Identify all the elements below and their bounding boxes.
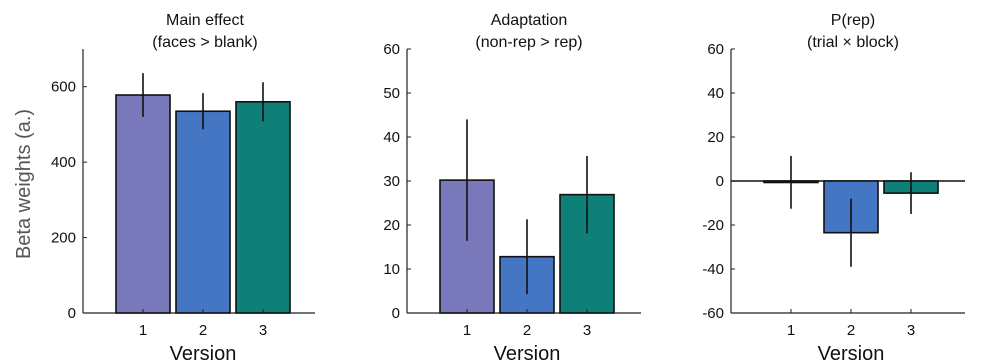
- bar-1: [115, 94, 171, 314]
- panel-2: 0 10 20 30 40 50 60 1 2 3 Version Adaptation (non-re…: [383, 12, 641, 364]
- x-tick-label-2: 2: [199, 322, 207, 339]
- y-tick-label: 400: [51, 154, 76, 171]
- y-tick-label: 30: [383, 173, 400, 190]
- x-tick-label-3: 3: [259, 322, 267, 339]
- y-tick-label: 0: [68, 305, 76, 322]
- x-axis-label: Version: [494, 343, 561, 364]
- y-tick-label: 20: [383, 217, 400, 234]
- bar-2: [175, 110, 231, 314]
- y-tick-label: 600: [51, 79, 76, 96]
- panel-title: Main effect: [166, 12, 245, 29]
- panel-1: 0 200 400 600 1 2 3 Version Main effect (faces > …: [51, 12, 315, 364]
- y-tick-label: 10: [383, 261, 400, 278]
- panel-3: -60 -40 -20 0 20 40 60 1 2 3 Version P(rep) (trial ×…: [702, 12, 965, 364]
- y-tick-label: 50: [383, 85, 400, 102]
- x-axis-label: Version: [170, 343, 237, 364]
- x-tick-label-1: 1: [139, 322, 147, 339]
- y-tick-label: 200: [51, 230, 76, 247]
- bar-3: [235, 101, 291, 314]
- y-tick-label: -20: [702, 217, 724, 234]
- x-tick-label-1: 1: [787, 322, 795, 339]
- x-tick-label-3: 3: [583, 322, 591, 339]
- y-tick-label: 60: [707, 41, 724, 58]
- panel-title: P(rep): [831, 12, 875, 29]
- x-tick-label-2: 2: [847, 322, 855, 339]
- y-tick-label: 20: [707, 129, 724, 146]
- y-tick-label: 0: [716, 173, 724, 190]
- y-tick-label: -40: [702, 261, 724, 278]
- panel-subtitle: (trial × block): [807, 34, 899, 51]
- x-axis-label: Version: [818, 343, 885, 364]
- panel-subtitle: (faces > blank): [152, 34, 257, 51]
- y-tick-label: 60: [383, 41, 400, 58]
- x-tick-label-1: 1: [463, 322, 471, 339]
- y-tick-label: 40: [707, 85, 724, 102]
- y-tick-label: -60: [702, 305, 724, 322]
- panel-title: Adaptation: [491, 12, 568, 29]
- y-tick-label: 40: [383, 129, 400, 146]
- y-axis-label: Beta weights (a.): [13, 109, 35, 259]
- panel-subtitle: (non-rep > rep): [475, 34, 582, 51]
- y-tick-label: 0: [392, 305, 400, 322]
- x-tick-label-3: 3: [907, 322, 915, 339]
- x-tick-label-2: 2: [523, 322, 531, 339]
